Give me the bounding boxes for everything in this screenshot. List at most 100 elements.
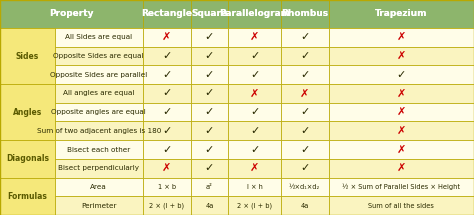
Text: Rectangle: Rectangle — [141, 9, 192, 18]
Text: ✓: ✓ — [205, 144, 214, 155]
Bar — [228, 121, 281, 140]
Bar — [228, 196, 281, 215]
Bar — [228, 65, 281, 84]
Bar — [143, 140, 191, 159]
Text: 2 × (l + b): 2 × (l + b) — [237, 202, 272, 209]
Bar — [191, 65, 228, 84]
Bar — [328, 196, 474, 215]
Bar — [328, 47, 474, 65]
Text: 1 × b: 1 × b — [158, 184, 176, 190]
Bar — [55, 84, 143, 103]
Bar — [191, 159, 228, 178]
Bar — [143, 28, 191, 47]
Text: ✓: ✓ — [205, 51, 214, 61]
Bar — [228, 28, 281, 47]
Bar — [0, 178, 55, 215]
Bar — [281, 28, 328, 47]
Text: ✗: ✗ — [162, 163, 172, 173]
Text: ✗: ✗ — [397, 88, 406, 98]
Bar — [143, 178, 191, 196]
Bar — [228, 47, 281, 65]
Text: Diagonals: Diagonals — [6, 154, 49, 163]
Text: 4a: 4a — [205, 203, 214, 209]
Text: ✓: ✓ — [205, 32, 214, 42]
Text: ✓: ✓ — [205, 70, 214, 80]
Text: ✓: ✓ — [162, 126, 172, 136]
Text: ✓: ✓ — [300, 144, 310, 155]
Bar — [143, 103, 191, 121]
Text: Bisect each other: Bisect each other — [67, 147, 130, 152]
Text: Sum of two adjacent angles is 180: Sum of two adjacent angles is 180 — [36, 128, 161, 134]
Bar — [55, 196, 143, 215]
Bar — [328, 28, 474, 47]
Bar — [281, 84, 328, 103]
Text: All Sides are equal: All Sides are equal — [65, 34, 132, 40]
Text: Rectangle: Rectangle — [141, 9, 192, 18]
Text: ✗: ✗ — [397, 51, 406, 61]
Bar — [281, 140, 328, 159]
Bar — [0, 28, 55, 84]
Bar — [228, 178, 281, 196]
Bar — [143, 0, 191, 28]
Bar — [191, 196, 228, 215]
Text: ✓: ✓ — [300, 32, 310, 42]
Bar — [143, 65, 191, 84]
Text: Parallelogram: Parallelogram — [219, 9, 290, 18]
Bar — [281, 0, 328, 28]
Text: ✓: ✓ — [162, 107, 172, 117]
Text: Square: Square — [191, 9, 228, 18]
Text: ✗: ✗ — [397, 163, 406, 173]
Bar — [281, 178, 328, 196]
Text: ✓: ✓ — [397, 70, 406, 80]
Text: Square: Square — [191, 9, 228, 18]
Bar — [328, 0, 474, 28]
Bar — [191, 140, 228, 159]
Text: All angles are equal: All angles are equal — [63, 91, 135, 96]
Text: ✓: ✓ — [300, 107, 310, 117]
Bar — [191, 84, 228, 103]
Bar — [281, 0, 328, 28]
Bar — [281, 121, 328, 140]
Bar — [281, 47, 328, 65]
Text: Bisect perpendicularly: Bisect perpendicularly — [58, 165, 139, 171]
Bar — [328, 140, 474, 159]
Text: Sum of all the sides: Sum of all the sides — [368, 203, 434, 209]
Bar — [228, 159, 281, 178]
Bar — [228, 0, 281, 28]
Bar — [191, 103, 228, 121]
Bar — [228, 84, 281, 103]
Text: ✓: ✓ — [205, 88, 214, 98]
Text: ✓: ✓ — [205, 163, 214, 173]
Text: ✗: ✗ — [250, 88, 259, 98]
Text: Rhombus: Rhombus — [281, 9, 328, 18]
Bar — [143, 196, 191, 215]
Text: ✗: ✗ — [300, 88, 310, 98]
Text: Property: Property — [49, 9, 94, 18]
Text: ½ × Sum of Parallel Sides × Height: ½ × Sum of Parallel Sides × Height — [342, 184, 460, 190]
Bar — [228, 0, 281, 28]
Bar — [55, 65, 143, 84]
Text: ✓: ✓ — [162, 51, 172, 61]
Bar — [55, 103, 143, 121]
Bar — [143, 0, 191, 28]
Bar — [0, 0, 143, 28]
Bar — [281, 159, 328, 178]
Bar — [143, 47, 191, 65]
Bar — [281, 103, 328, 121]
Bar — [0, 0, 474, 28]
Text: ✓: ✓ — [205, 107, 214, 117]
Bar — [55, 28, 143, 47]
Bar — [328, 65, 474, 84]
Text: ✓: ✓ — [250, 70, 259, 80]
Bar — [328, 159, 474, 178]
Text: ✗: ✗ — [397, 32, 406, 42]
Text: ✗: ✗ — [162, 32, 172, 42]
Bar — [191, 47, 228, 65]
Text: Formulas: Formulas — [7, 192, 47, 201]
Bar — [281, 65, 328, 84]
Bar — [328, 103, 474, 121]
Bar — [328, 178, 474, 196]
Text: Trapezium: Trapezium — [375, 9, 428, 18]
Text: ✓: ✓ — [162, 144, 172, 155]
Bar — [191, 178, 228, 196]
